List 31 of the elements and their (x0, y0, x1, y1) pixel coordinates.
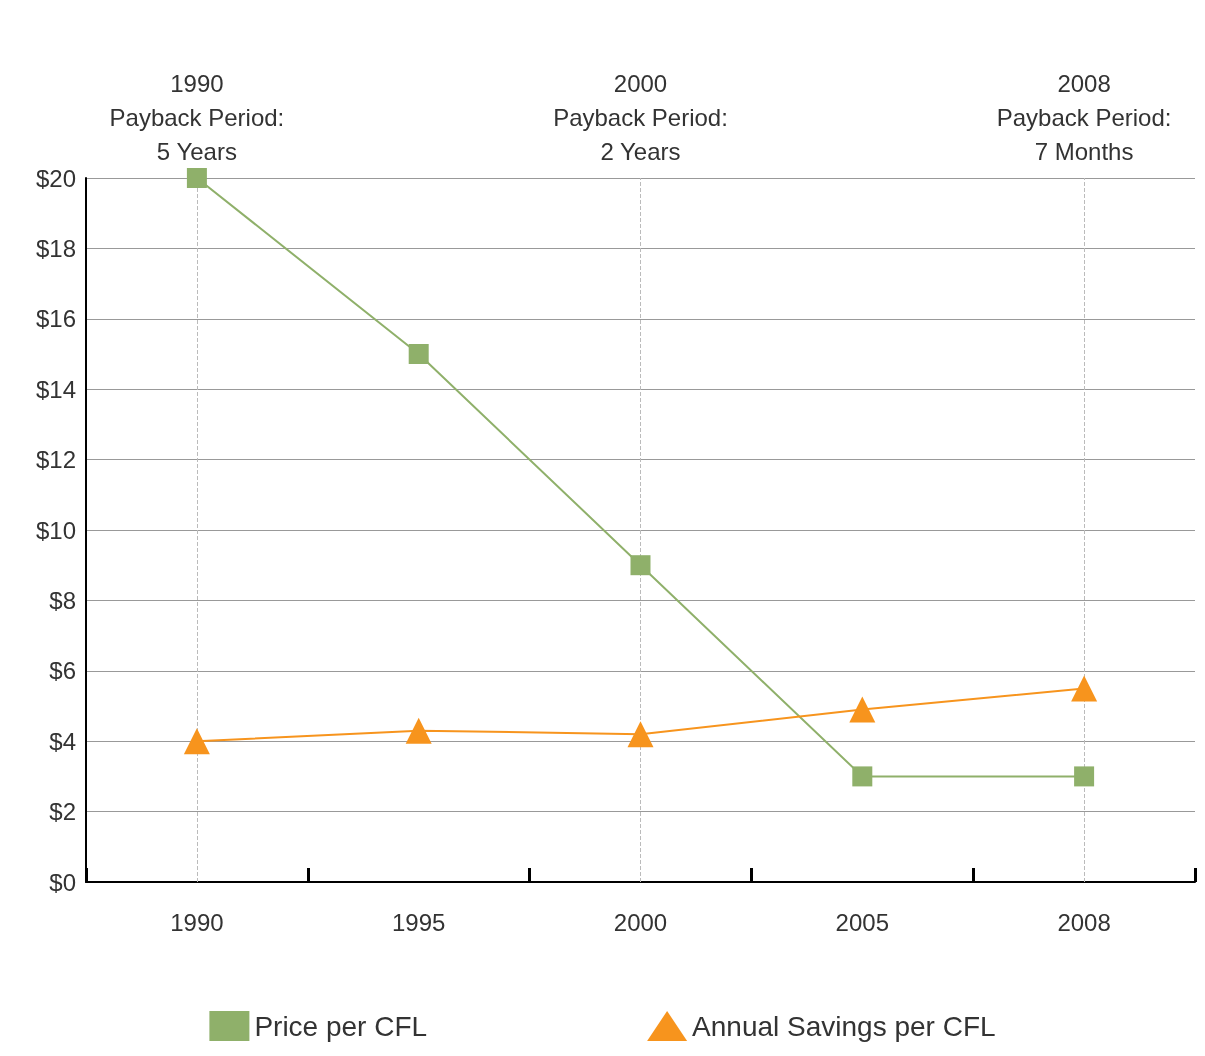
x-tick-label: 2008 (1057, 908, 1111, 936)
y-tick-label: $8 (49, 586, 76, 614)
ref-line-label: 1990 Payback Period: 5 Years (109, 69, 285, 165)
y-tick-label: $6 (49, 657, 76, 685)
point (849, 696, 876, 723)
y-tick-label: $2 (49, 798, 76, 826)
point (630, 555, 651, 576)
ref-line-label: 2008 Payback Period: 7 Months (996, 69, 1172, 165)
y-tick-label: $16 (35, 305, 76, 333)
point (408, 344, 429, 364)
x-tick-label: 1990 (170, 908, 224, 936)
x-tick-label: 1995 (392, 908, 446, 936)
y-tick-label: $0 (49, 868, 76, 896)
point (1071, 675, 1098, 702)
y-tick-label: $4 (49, 727, 76, 755)
y-tick-label: $10 (35, 516, 76, 544)
ref-line-label: 2000 Payback Period: 2 Years (553, 69, 728, 165)
point (405, 717, 432, 744)
point (852, 766, 873, 787)
point (627, 721, 654, 748)
legend-label: Annual Savings per CFL (692, 1010, 996, 1042)
x-tick-label: 2000 (613, 908, 668, 936)
point (186, 168, 207, 188)
legend-label: Price per CFL (254, 1010, 428, 1042)
y-tick-label: $14 (35, 375, 76, 403)
y-tick-label: $18 (35, 234, 76, 262)
y-tick-label: $20 (35, 164, 76, 192)
point (183, 728, 210, 755)
point (1074, 766, 1095, 787)
x-tick-label: 2005 (835, 908, 889, 936)
y-tick-label: $12 (35, 446, 76, 474)
